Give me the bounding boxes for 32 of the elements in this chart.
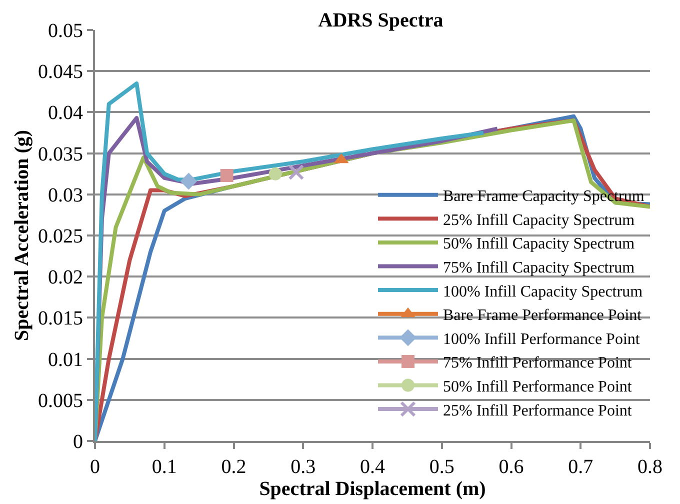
y-tick-label: 0.04 [48,102,83,124]
x-tick-label: 0.1 [152,456,177,478]
y-tick-label: 0.01 [48,348,83,371]
legend-label: Bare Frame Performance Point [443,307,642,324]
legend-label: 75% Infill Performance Point [443,354,632,372]
chart-title: ADRS Spectra [318,10,444,32]
y-tick-label: 0.05 [48,20,83,42]
y-tick-label: 0 [73,431,83,453]
y-tick-label: 0.015 [38,308,83,330]
y-tick-label: 0.03 [48,184,83,206]
y-tick-label: 0.02 [48,266,83,289]
x-tick-label: 0.5 [429,456,454,478]
x-tick-label: 0.2 [221,456,246,478]
legend-label: 100% Infill Performance Point [443,330,640,348]
y-tick-label: 0.035 [38,143,83,166]
legend-label: 50% Infill Capacity Spectrum [443,236,636,253]
x-tick-label: 0 [90,456,100,478]
legend-label: 50% Infill Performance Point [443,378,632,396]
x-tick-label: 0.4 [360,456,385,478]
x-tick-label: 0.8 [638,456,662,478]
y-tick-label: 0.045 [38,61,83,84]
x-tick-label: 0.7 [568,456,594,478]
y-tick-label: 0.005 [38,390,83,412]
y-tick-label: 0.025 [38,226,83,248]
x-tick-label: 0.3 [290,456,316,478]
legend-label: 100% Infill Capacity Spectrum [443,283,644,300]
legend-label: 25% Infill Performance Point [443,402,632,420]
legend-label: 75% Infill Capacity Spectrum [443,260,636,276]
y-axis-title: Spectral Acceleration (g) [11,130,33,342]
legend-label: 25% Infill Capacity Spectrum [443,212,636,229]
x-axis-title: Spectral Displacement (m) [259,478,486,500]
x-tick-label: 0.6 [498,456,524,478]
